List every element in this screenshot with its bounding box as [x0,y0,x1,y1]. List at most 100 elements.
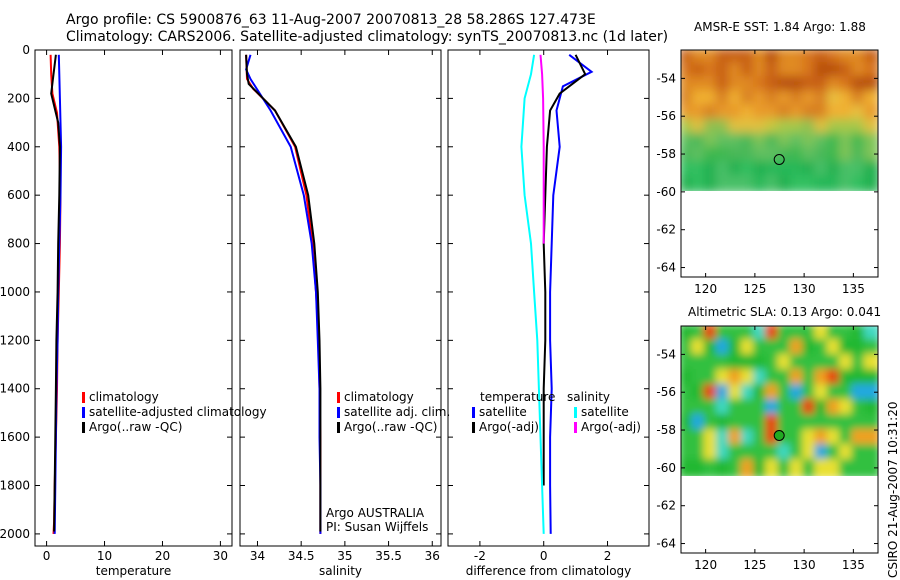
heat-cell [839,369,856,388]
heat-cell [703,339,720,358]
x-axis-label-salinity: salinity [319,564,362,578]
heat-cell [802,104,819,123]
heat-cell [777,459,794,476]
y-tick-label: 1400 [0,382,30,396]
heat-cell [740,160,757,179]
heat-cell [839,146,856,165]
heat-cell [789,384,807,403]
panel-temperature: 0 10 20 30 temperature [34,49,233,578]
heat-cell [691,160,708,179]
heat-cell [703,429,720,448]
sst-map-title: AMSR-E SST: 1.84 Argo: 1.88 [694,20,866,34]
map-x-tick-label: 120 [694,282,717,296]
heat-cell [777,104,794,123]
y-tick-label: 1800 [0,479,30,493]
heat-cell [703,50,720,67]
heat-cell [826,369,844,388]
heat-cell [715,384,733,403]
heat-cell [802,429,819,448]
heat-cell [863,146,878,165]
heat-cell [863,414,878,433]
heat-cell [789,118,807,137]
heat-cell [802,326,819,343]
heat-cell [715,414,733,433]
heat-cell [691,132,708,151]
heat-cell [765,326,782,343]
heat-cells [681,326,878,476]
timestamp-stamp: CSIRO 21-Aug-2007 10:31:20 [886,401,900,578]
heat-cell [851,429,868,448]
heat-cell [715,326,733,343]
heat-cell [691,62,708,81]
map-x-tick-label: 135 [842,558,865,572]
heat-cell [765,459,782,476]
map-x-tick-label: 135 [842,282,865,296]
sla-map-title: Altimetric SLA: 0.13 Argo: 0.041 [688,305,882,319]
heat-cell [728,459,745,476]
heat-cell [765,90,782,109]
map-y-tick-label: -60 [656,185,676,199]
heat-cell [691,174,708,191]
heat-cell [826,132,844,151]
heat-cell [691,414,708,433]
heat-cell [789,160,807,179]
heat-cell [789,339,807,358]
series-line-difference-0 [549,54,594,534]
x-tick-label: 34.5 [288,549,315,563]
heat-cell [703,104,720,123]
heat-cell [752,160,770,179]
heat-cell [839,459,856,476]
heat-cell [802,50,819,67]
heat-cell [851,50,868,67]
argo-location-marker [773,430,785,441]
heat-cell [752,369,770,388]
map-x-tick-label: 125 [743,282,766,296]
heat-cell [703,174,720,191]
heat-cell [826,429,844,448]
heat-cell [814,444,831,463]
heat-cell [777,146,794,165]
heat-cell [851,104,868,123]
legend-climatology-sal: climatology [344,390,414,404]
heat-cell [826,118,844,137]
x-tick-label: 0 [43,549,51,563]
heat-cell [851,354,868,373]
heat-cell [740,174,757,191]
heat-cell [802,174,819,191]
heat-cell [740,62,757,81]
sst-heatmap [681,50,878,191]
heat-cell [691,146,708,165]
heat-cell [863,369,878,388]
heat-cell [715,76,733,95]
heat-cell [863,50,878,67]
heat-cell [826,160,844,179]
heat-cell [715,369,733,388]
heat-cell [839,384,856,403]
heat-cell [715,429,733,448]
heat-cells [681,50,878,191]
heat-cell [789,354,807,373]
heat-cell [752,62,770,81]
heat-cell [752,459,770,476]
heat-cell [777,62,794,81]
heat-cell [851,62,868,81]
heat-cell [777,160,794,179]
heat-cell [839,62,856,81]
heat-cell [826,90,844,109]
heat-cell [740,354,757,373]
heat-cell [826,354,844,373]
heat-cell [703,459,720,476]
heat-cell [691,384,708,403]
heat-cell [789,62,807,81]
heat-cell [740,132,757,151]
heat-cell [826,326,844,343]
heat-cell [863,354,878,373]
heat-cell [814,76,831,95]
heat-cell [752,174,770,191]
heat-cell [814,104,831,123]
heat-cell [851,118,868,137]
heat-cell [777,399,794,418]
heat-cell [826,459,844,476]
heat-cell [715,160,733,179]
